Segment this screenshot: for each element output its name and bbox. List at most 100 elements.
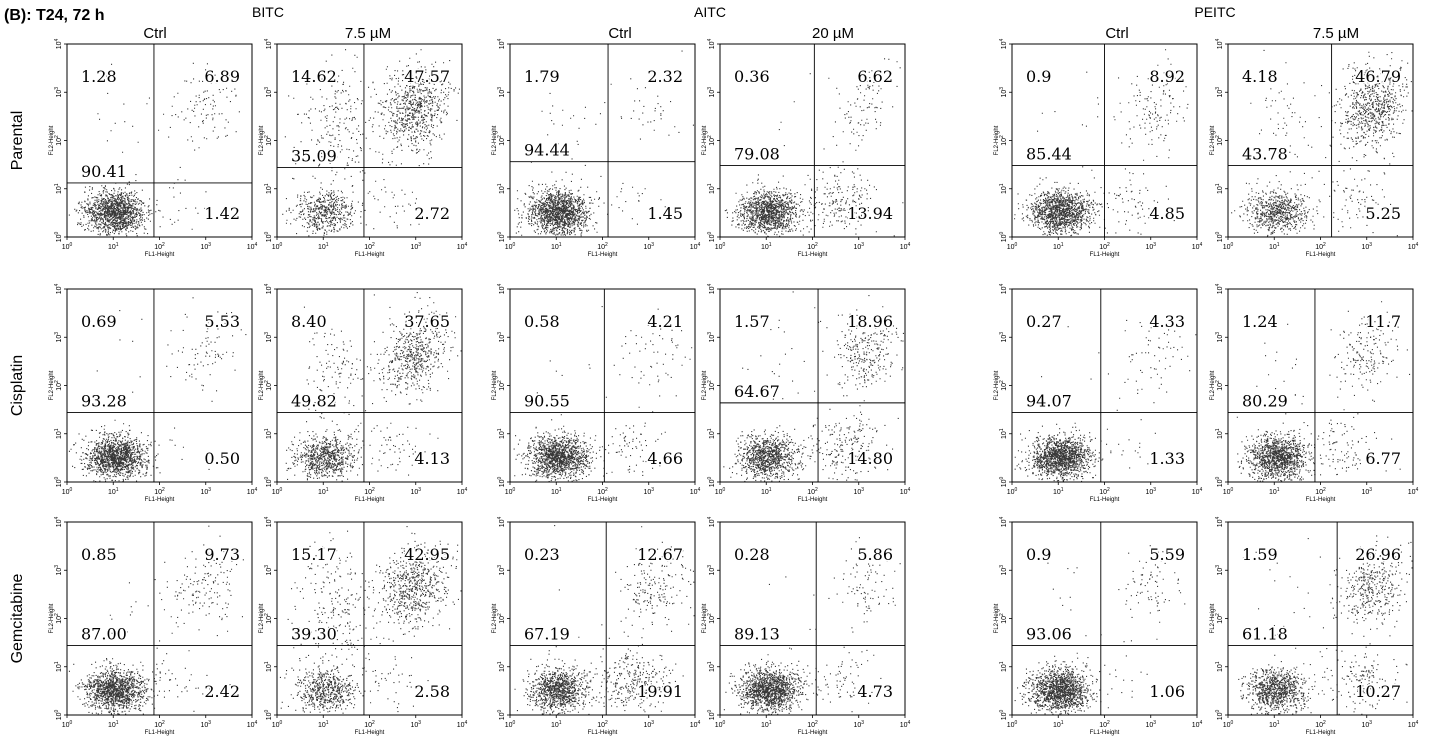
y-tick-label: 104 xyxy=(707,516,716,527)
y-tick-label: 100 xyxy=(707,709,716,720)
y-tick-label: 103 xyxy=(1215,565,1224,576)
upper-right-percent: 5.53 xyxy=(204,312,240,331)
x-axis-label: FL1-Height xyxy=(798,730,828,736)
x-tick-label: 102 xyxy=(364,487,375,496)
x-tick-label: 102 xyxy=(807,242,818,251)
lower-right-percent: 19.91 xyxy=(637,682,683,701)
upper-right-percent: 18.96 xyxy=(847,312,893,331)
upper-left-percent: 0.58 xyxy=(524,312,560,331)
x-tick-label: 100 xyxy=(505,487,516,496)
x-axis-label: FL1-Height xyxy=(588,497,618,503)
y-tick-label: 103 xyxy=(999,87,1008,98)
x-tick-label: 100 xyxy=(715,487,726,496)
drug-header-aitc: AITC xyxy=(694,4,726,20)
y-tick-label: 101 xyxy=(54,183,63,194)
upper-left-percent: 14.62 xyxy=(291,67,337,86)
y-tick-label: 102 xyxy=(264,613,273,624)
y-tick-label: 102 xyxy=(497,613,506,624)
x-tick-label: 103 xyxy=(853,487,864,496)
y-tick-label: 104 xyxy=(999,38,1008,49)
x-tick-label: 102 xyxy=(597,487,608,496)
x-tick-label: 101 xyxy=(318,487,329,496)
y-axis-label: FL2-Height xyxy=(49,125,55,155)
upper-left-percent: 1.28 xyxy=(81,67,117,86)
y-tick-label: 101 xyxy=(497,183,506,194)
lower-right-percent: 2.58 xyxy=(414,682,450,701)
x-tick-label: 102 xyxy=(364,720,375,729)
x-tick-label: 101 xyxy=(318,242,329,251)
x-tick-label: 104 xyxy=(1408,242,1419,251)
condition-header: Ctrl xyxy=(608,25,631,42)
condition-header: 20 µM xyxy=(812,25,854,42)
upper-right-percent: 26.96 xyxy=(1355,545,1401,564)
x-tick-label: 101 xyxy=(1053,487,1064,496)
condition-header: Ctrl xyxy=(1105,25,1128,42)
x-tick-label: 103 xyxy=(200,242,211,251)
upper-right-percent: 2.32 xyxy=(647,67,683,86)
y-tick-label: 104 xyxy=(497,283,506,294)
y-tick-label: 101 xyxy=(264,428,273,439)
y-axis-label: FL2-Height xyxy=(492,125,498,155)
event-dots xyxy=(68,297,247,483)
upper-right-percent: 9.73 xyxy=(204,545,240,564)
plot-frame xyxy=(1011,288,1198,483)
x-tick-label: 103 xyxy=(643,720,654,729)
x-tick-label: 103 xyxy=(1145,720,1156,729)
upper-left-percent: 1.59 xyxy=(1242,545,1278,564)
y-tick-label: 104 xyxy=(54,283,63,294)
condition-header: Ctrl xyxy=(143,25,166,42)
y-tick-label: 103 xyxy=(999,332,1008,343)
upper-left-percent: 0.36 xyxy=(734,67,770,86)
event-dot-cloud xyxy=(68,297,247,483)
x-tick-label: 100 xyxy=(1007,487,1018,496)
x-tick-label: 100 xyxy=(715,242,726,251)
y-tick-label: 100 xyxy=(54,476,63,487)
upper-right-percent: 5.59 xyxy=(1149,545,1185,564)
upper-right-percent: 42.95 xyxy=(404,545,450,564)
lower-right-percent: 1.33 xyxy=(1149,449,1185,468)
y-axis-label: FL2-Height xyxy=(1210,603,1216,633)
upper-right-percent: 46.79 xyxy=(1355,67,1401,86)
y-axis-label: FL2-Height xyxy=(259,370,265,400)
lower-left-percent: 94.44 xyxy=(524,141,570,160)
event-dot-cloud xyxy=(724,58,904,238)
y-tick-label: 103 xyxy=(54,565,63,576)
x-tick-label: 100 xyxy=(62,720,73,729)
upper-right-percent: 37.65 xyxy=(404,312,450,331)
y-tick-label: 103 xyxy=(707,565,716,576)
y-tick-label: 100 xyxy=(264,231,273,242)
y-tick-label: 102 xyxy=(1215,380,1224,391)
y-tick-label: 103 xyxy=(497,87,506,98)
panel-title: (B): T24, 72 h xyxy=(4,7,104,24)
x-tick-label: 103 xyxy=(1361,242,1372,251)
x-tick-label: 101 xyxy=(551,720,562,729)
row-labels: Parental Cisplatin Gemcitabine xyxy=(9,111,26,664)
x-tick-label: 100 xyxy=(1007,720,1018,729)
x-tick-label: 101 xyxy=(551,242,562,251)
y-tick-label: 104 xyxy=(999,283,1008,294)
lower-left-percent: 49.82 xyxy=(291,392,337,411)
x-tick-label: 100 xyxy=(272,720,283,729)
x-axis-label: FL1-Height xyxy=(1090,252,1120,258)
y-tick-label: 100 xyxy=(707,476,716,487)
event-dots xyxy=(1236,301,1411,482)
event-dots xyxy=(724,58,904,238)
x-tick-label: 103 xyxy=(643,242,654,251)
y-tick-label: 100 xyxy=(1215,476,1224,487)
x-tick-label: 102 xyxy=(807,720,818,729)
y-tick-label: 101 xyxy=(999,183,1008,194)
lower-left-percent: 39.30 xyxy=(291,625,337,644)
x-tick-label: 102 xyxy=(1099,242,1110,251)
lower-right-percent: 14.80 xyxy=(847,449,893,468)
y-tick-label: 104 xyxy=(54,38,63,49)
x-tick-label: 103 xyxy=(1361,487,1372,496)
x-tick-label: 102 xyxy=(597,720,608,729)
y-tick-label: 101 xyxy=(1215,661,1224,672)
